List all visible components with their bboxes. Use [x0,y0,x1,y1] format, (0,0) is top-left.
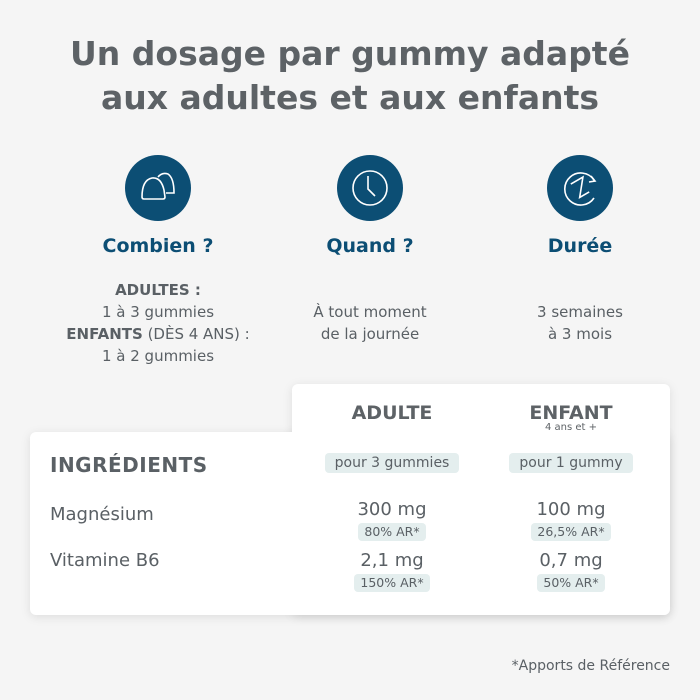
clock-icon [337,155,403,221]
footnote: *Apports de Référence [511,658,670,674]
feature-text: À tout moment de la journée [313,303,427,343]
hourglass-cycle-icon [547,155,613,221]
table-cell: 0,7 mg 50% AR* [537,550,605,592]
feature-text: ADULTES : 1 à 3 gummies ENFANTS (DÈS 4 A… [66,281,250,365]
gummies-icon [125,155,191,221]
dose-pill: pour 3 gummies [324,453,460,473]
column-enfant: ENFANT 4 ans et + [529,402,613,433]
feature-heading: Quand ? [326,235,414,257]
table-cell: 2,1 mg 150% AR* [302,550,482,592]
ingredient-name: Magnésium [50,504,154,525]
feature-quand: Quand ? À tout moment de la journée [260,155,480,345]
feature-heading: Durée [547,235,613,257]
page-title: Un dosage par gummy adapté aux adultes e… [70,34,630,117]
feature-text: 3 semaines à 3 mois [537,303,623,343]
table-cell: 100 mg 26,5% AR* [481,499,661,541]
feature-combien: Combien ? ADULTES : 1 à 3 gummies ENFANT… [48,155,268,367]
table-cell: 300 mg 80% AR* [357,499,427,541]
feature-heading: Combien ? [102,235,214,257]
feature-duree: Durée 3 semaines à 3 mois [470,155,690,345]
ingredient-name: Vitamine B6 [50,550,160,571]
column-adulte: ADULTE [351,402,433,424]
ingredients-label: INGRÉDIENTS [50,453,208,477]
dose-pill: pour 1 gummy [509,453,633,473]
